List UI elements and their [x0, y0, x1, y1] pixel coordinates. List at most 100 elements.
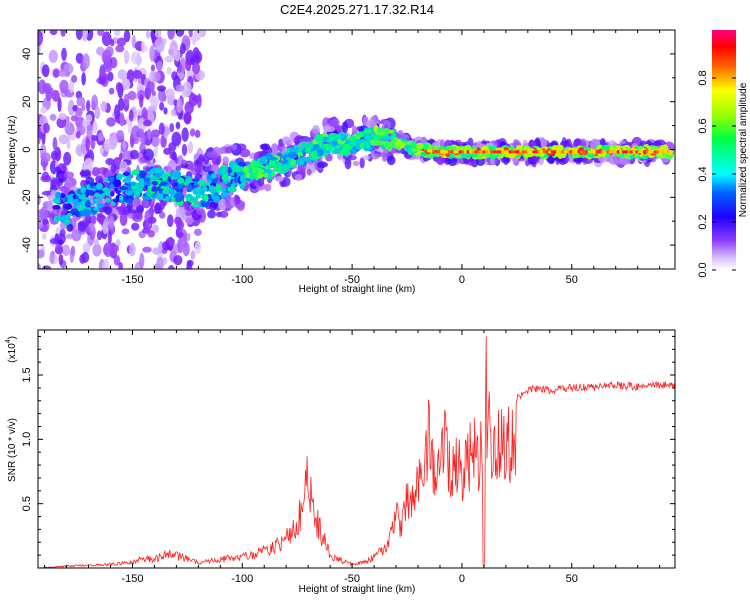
colorbar-tick-label: 0.4: [697, 166, 709, 181]
spectrogram-noise-blob: [113, 244, 120, 252]
spectrogram-ridge-blob: [448, 146, 458, 152]
spectrogram-ridge-blob: [366, 135, 372, 142]
spectrogram-noise-blob: [42, 161, 47, 172]
spectrogram-cloud-blob: [185, 217, 195, 224]
spectrogram-cloud-blob: [211, 154, 218, 160]
spectrogram-ridge-blob: [340, 134, 347, 141]
x-tick-label: -150: [121, 573, 143, 585]
spectrogram-noise-blob: [110, 38, 115, 47]
spectrogram-ridge-blob: [220, 192, 229, 198]
spectrogram-noise-blob: [58, 112, 67, 121]
spectrogram-noise-blob: [127, 119, 133, 135]
spectrogram-ridge-blob: [601, 144, 611, 151]
spectrogram-cloud-blob: [96, 212, 104, 218]
spectrogram-ridge-blob: [349, 135, 357, 143]
spectrogram-ridge-blob: [662, 144, 669, 152]
spectrogram-noise-blob: [128, 242, 136, 257]
spectrogram-noise-blob: [159, 101, 165, 111]
spectrogram-noise-blob: [75, 30, 83, 40]
spectrogram-ridge-blob: [539, 152, 545, 157]
spectrogram-noise-blob: [116, 37, 127, 47]
spectrogram-ridge-blob: [281, 165, 290, 173]
spectrogram-ridge-blob: [174, 197, 183, 203]
spectrogram-noise-blob: [121, 228, 130, 235]
spectrogram-ridge-blob: [221, 187, 227, 192]
spectrogram-noise-blob: [116, 129, 125, 141]
svg-text:(x104): (x104): [5, 336, 18, 363]
spectrogram-noise-blob: [167, 30, 175, 40]
spectrogram-noise-blob: [48, 49, 58, 63]
spectrogram-noise-blob: [194, 129, 201, 139]
spectrogram-ridge-blob: [110, 201, 115, 206]
spectrogram-ridge-blob: [62, 215, 70, 219]
spectrogram-ridge-blob: [276, 152, 283, 157]
spectrogram-cloud-blob: [119, 161, 128, 173]
spectrogram-cloud-blob: [274, 176, 284, 182]
spectrogram-ridge-blob: [313, 144, 320, 149]
spectrogram-cloud-blob: [236, 143, 247, 151]
spectrogram-noise-blob: [75, 52, 84, 64]
spectrogram-noise-blob: [60, 30, 66, 37]
spectrogram-noise-blob: [102, 49, 112, 63]
spectrogram-cloud-blob: [42, 218, 49, 225]
spectrogram-noise-blob: [38, 249, 45, 259]
spectrogram-noise-blob: [171, 109, 177, 117]
spectrogram-cloud-blob: [224, 196, 236, 210]
spectrogram-noise-blob: [102, 259, 110, 269]
spectrogram-ridge-blob: [349, 141, 356, 148]
spectrogram-ridge-blob: [126, 198, 134, 204]
spectrogram-noise-blob: [181, 143, 188, 156]
colorbar-gradient: [712, 30, 736, 270]
colorbar-tick-label: 0.6: [697, 118, 709, 133]
spectrogram-ridge-blob: [150, 193, 157, 199]
spectrogram-noise-blob: [141, 40, 146, 53]
spectrogram-cloud-blob: [330, 118, 340, 127]
spectrogram-noise-blob: [123, 49, 130, 64]
spectrogram-noise-blob: [107, 230, 112, 246]
spectrogram-noise-blob: [168, 265, 175, 269]
spectrogram-ridge-blob: [93, 206, 99, 211]
spectrogram-noise-blob: [65, 122, 75, 136]
spectrogram-cloud-blob: [169, 151, 177, 160]
spectrogram-ridge-blob: [249, 173, 255, 180]
y-tick-label: 1.0: [21, 432, 33, 447]
snr-ylabel: SNR (10 * v/v): [7, 418, 18, 482]
spectrogram-ridge-blob: [80, 202, 86, 210]
spectrogram-ridge-blob: [239, 175, 246, 183]
spectrogram-noise-blob: [96, 46, 105, 56]
spectrogram-noise-blob: [139, 252, 145, 269]
spectrogram-noise-blob: [162, 241, 170, 251]
spectrogram-ridge-blob: [143, 177, 151, 182]
spectrogram-noise-blob: [186, 260, 192, 269]
spectrogram-cloud-blob: [599, 138, 606, 147]
spectrogram-noise-blob: [114, 104, 121, 120]
spectrogram-noise-blob: [147, 128, 152, 140]
y-tick-label: 0: [21, 146, 33, 152]
spectrogram-ridge-blob: [93, 198, 101, 203]
spectrogram-noise-blob: [188, 93, 198, 107]
spectrogram-ridge-blob: [212, 195, 220, 203]
spectrogram-cloud-blob: [159, 211, 166, 219]
spectrogram-noise-blob: [70, 245, 76, 257]
spectrogram-cloud-blob: [294, 173, 303, 182]
spectrogram-cloud-blob: [306, 168, 312, 176]
spectrogram-noise-blob: [196, 93, 202, 109]
spectrogram-ridge-blob: [237, 161, 247, 167]
spectrogram-ridge-blob: [202, 185, 208, 192]
spectrogram-noise-blob: [128, 109, 134, 122]
spectrogram-noise-blob: [187, 141, 194, 154]
spectrogram-cloud-blob: [82, 169, 92, 179]
spectrogram-cloud-blob: [342, 121, 349, 134]
spectrogram-ridge-blob: [372, 134, 381, 141]
spectrogram-ridge-blob: [118, 186, 128, 191]
spectrogram-cloud-blob: [187, 164, 198, 171]
spectrogram-cloud-blob: [57, 239, 64, 246]
spectrogram-noise-blob: [188, 30, 193, 38]
spectrogram-ridge-blob: [316, 149, 324, 157]
spectrogram-ridge-blob: [52, 197, 61, 204]
spectrogram-noise-blob: [123, 30, 131, 43]
spectrogram-noise-blob: [97, 30, 105, 37]
spectrogram-ridge-blob: [198, 178, 205, 187]
spectrogram-ridge-blob: [124, 190, 133, 196]
spectrogram-ridge-blob: [343, 146, 352, 151]
